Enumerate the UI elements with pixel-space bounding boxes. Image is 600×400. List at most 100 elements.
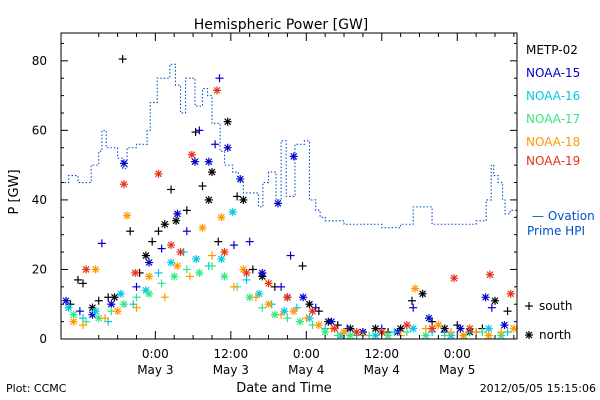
data-point-noaa-15 (97, 239, 106, 248)
data-point-noaa-19 (176, 248, 185, 257)
data-point-noaa-18 (173, 261, 182, 270)
data-point-metp-02 (490, 296, 499, 305)
data-point-metp-02 (141, 251, 150, 260)
data-point-noaa-15 (289, 152, 298, 161)
data-point-noaa-15 (75, 307, 84, 316)
data-point-noaa-16 (154, 268, 163, 277)
data-point-noaa-18 (123, 211, 132, 220)
data-point-noaa-18 (185, 272, 194, 281)
data-point-metp-02 (172, 216, 181, 225)
data-point-noaa-19 (131, 268, 140, 277)
x-tick-date-label: May 4 (364, 363, 400, 377)
data-point-noaa-17 (333, 331, 342, 340)
data-point-noaa-19 (82, 265, 91, 274)
data-point-noaa-18 (113, 307, 122, 316)
data-point-noaa-18 (497, 328, 506, 337)
chart-title: Hemispheric Power [GW] (194, 17, 369, 33)
data-point-noaa-18 (277, 310, 286, 319)
data-point-noaa-17 (157, 279, 166, 288)
y-tick-label: 20 (32, 262, 47, 276)
data-point-noaa-15 (62, 296, 71, 305)
data-point-noaa-18 (79, 321, 88, 330)
data-point-noaa-17 (321, 328, 330, 337)
data-point-metp-02 (418, 289, 427, 298)
y-tick-label: 40 (32, 193, 47, 207)
data-point-noaa-17 (119, 300, 128, 309)
data-point-noaa-19 (154, 169, 163, 178)
data-point-noaa-18 (446, 328, 455, 337)
data-point-noaa-16 (91, 307, 100, 316)
data-point-noaa-15 (132, 282, 141, 291)
data-point-noaa-19 (330, 324, 339, 333)
data-point-noaa-17 (402, 328, 411, 337)
data-point-noaa-18 (434, 321, 443, 330)
x-tick-date-label: May 3 (137, 363, 173, 377)
data-point-noaa-18 (289, 307, 298, 316)
plot-source-text: Plot: CCMC (6, 382, 67, 395)
data-point-metp-02 (198, 182, 207, 190)
marker-legend-label: south (539, 299, 573, 313)
data-point-noaa-19 (506, 289, 515, 298)
data-point-noaa-15 (299, 293, 308, 302)
data-point-noaa-17 (132, 293, 141, 302)
data-point-noaa-17 (283, 314, 292, 323)
x-tick-label: 0:00 (293, 347, 320, 361)
legend-label-metp-02: METP-02 (526, 43, 578, 57)
legend-label-ovation-prime-hpi: Prime HPI (527, 224, 585, 238)
data-point-noaa-16 (116, 289, 125, 298)
data-point-noaa-15 (215, 74, 224, 83)
data-point-noaa-15 (204, 157, 213, 166)
data-point-noaa-15 (273, 199, 282, 208)
data-point-noaa-19 (242, 268, 251, 277)
data-point-noaa-18 (302, 314, 311, 323)
y-tick-label: 80 (32, 54, 47, 68)
data-point-noaa-16 (280, 307, 289, 316)
data-point-metp-02 (167, 185, 176, 194)
data-point-noaa-17 (440, 331, 449, 340)
data-point-noaa-19 (220, 248, 229, 257)
data-point-noaa-18 (251, 293, 260, 302)
data-point-noaa-17 (296, 317, 305, 326)
data-point-metp-02 (160, 220, 169, 229)
data-point-metp-02 (223, 117, 232, 126)
data-point-noaa-18 (217, 213, 226, 222)
x-tick-date-label: May 5 (439, 363, 475, 377)
data-point-noaa-16 (409, 324, 418, 333)
data-point-noaa-18 (198, 223, 207, 232)
legend-label-ovation-prime-hpi: — Ovation (532, 209, 595, 223)
axes: 0 20 40 60 80 0:00 May 3 12:00 May 3 0:00 May 4 12:… (32, 32, 518, 377)
data-point-noaa-18 (472, 328, 481, 337)
timestamp-text: 2012/05/05 15:15:06 (480, 382, 596, 395)
data-point-noaa-18 (160, 293, 169, 302)
data-point-metp-02 (207, 168, 216, 177)
legend-label-noaa-16: NOAA-16 (526, 89, 580, 103)
data-point-noaa-18 (411, 284, 420, 293)
data-point-metp-02 (204, 195, 213, 204)
data-point-metp-02 (239, 195, 248, 204)
data-point-noaa-19 (402, 321, 411, 330)
data-point-noaa-15 (223, 143, 232, 152)
data-point-noaa-19 (450, 274, 459, 283)
data-point-noaa-18 (264, 300, 273, 309)
x-tick-date-label: May 4 (288, 363, 324, 377)
marker-legend-item: north (525, 328, 571, 342)
marker-legend-item: south (525, 299, 573, 313)
x-tick-label: 0:00 (142, 347, 169, 361)
data-point-noaa-19 (308, 307, 317, 316)
data-point-metp-02 (118, 55, 127, 64)
data-point-noaa-16 (242, 275, 251, 284)
data-point-noaa-19 (283, 293, 292, 302)
x-axis-label: Date and Time (236, 381, 332, 396)
data-point-noaa-15 (245, 237, 254, 246)
data-point-noaa-18 (459, 331, 468, 340)
data-point-noaa-17 (69, 310, 78, 319)
data-point-noaa-15 (487, 303, 496, 312)
data-point-metp-02 (407, 296, 416, 305)
data-point-metp-02 (214, 237, 223, 246)
data-point-noaa-18 (145, 272, 154, 281)
data-point-noaa-15 (286, 251, 295, 260)
x-tick-label: 0:00 (444, 347, 471, 361)
data-point-noaa-19 (352, 328, 361, 337)
y-tick-label: 60 (32, 123, 47, 137)
data-point-noaa-17 (195, 268, 204, 277)
